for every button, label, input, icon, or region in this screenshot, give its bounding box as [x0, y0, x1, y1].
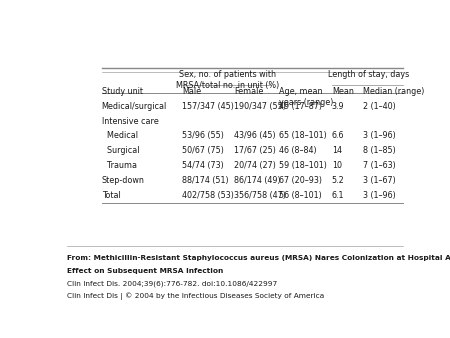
Text: Medical/surgical: Medical/surgical — [102, 102, 167, 111]
Text: From: Methicillin-Resistant Staphylococcus aureus (MRSA) Nares Colonization at H: From: Methicillin-Resistant Staphylococc… — [67, 255, 450, 261]
Text: 5.2: 5.2 — [332, 176, 345, 185]
Text: Female: Female — [234, 88, 264, 96]
Text: Clin Infect Dis | © 2004 by the Infectious Diseases Society of America: Clin Infect Dis | © 2004 by the Infectio… — [67, 293, 324, 300]
Text: Median (range): Median (range) — [363, 88, 424, 96]
Text: Study unit: Study unit — [102, 88, 143, 96]
Text: Age, mean
years (range): Age, mean years (range) — [279, 88, 334, 107]
Text: 53/96 (55): 53/96 (55) — [182, 131, 224, 140]
Text: 17/67 (25): 17/67 (25) — [234, 146, 276, 155]
Text: 3 (1–67): 3 (1–67) — [363, 176, 396, 185]
Text: 86/174 (49): 86/174 (49) — [234, 176, 281, 185]
Text: Effect on Subsequent MRSA Infection: Effect on Subsequent MRSA Infection — [67, 268, 223, 274]
Text: 157/347 (45): 157/347 (45) — [182, 102, 234, 111]
Text: 65 (18–101): 65 (18–101) — [279, 131, 327, 140]
Text: 8 (1–85): 8 (1–85) — [363, 146, 396, 155]
Text: Male: Male — [182, 88, 201, 96]
Text: 49 (17–87): 49 (17–87) — [279, 102, 323, 111]
Text: 6.6: 6.6 — [332, 131, 344, 140]
Text: 59 (18–101): 59 (18–101) — [279, 161, 327, 170]
Text: 10: 10 — [332, 161, 342, 170]
Text: 56 (8–101): 56 (8–101) — [279, 191, 322, 200]
Text: 3 (1–96): 3 (1–96) — [363, 191, 396, 200]
Text: Clin Infect Dis. 2004;39(6):776-782. doi:10.1086/422997: Clin Infect Dis. 2004;39(6):776-782. doi… — [67, 280, 277, 287]
Text: Length of stay, days: Length of stay, days — [328, 71, 409, 79]
Text: 43/96 (45): 43/96 (45) — [234, 131, 276, 140]
Text: 7 (1–63): 7 (1–63) — [363, 161, 396, 170]
Text: 54/74 (73): 54/74 (73) — [182, 161, 224, 170]
Text: 190/347 (55): 190/347 (55) — [234, 102, 286, 111]
Text: 88/174 (51): 88/174 (51) — [182, 176, 229, 185]
Text: 67 (20–93): 67 (20–93) — [279, 176, 323, 185]
Text: 50/67 (75): 50/67 (75) — [182, 146, 224, 155]
Text: 3.9: 3.9 — [332, 102, 344, 111]
Text: 46 (8–84): 46 (8–84) — [279, 146, 317, 155]
Text: 14: 14 — [332, 146, 342, 155]
Text: Total: Total — [102, 191, 120, 200]
Text: 2 (1–40): 2 (1–40) — [363, 102, 396, 111]
Text: Intensive care: Intensive care — [102, 117, 158, 125]
Text: 356/758 (47): 356/758 (47) — [234, 191, 286, 200]
Text: Mean: Mean — [332, 88, 354, 96]
Text: Step-down: Step-down — [102, 176, 144, 185]
Text: 20/74 (27): 20/74 (27) — [234, 161, 276, 170]
Text: 402/758 (53): 402/758 (53) — [182, 191, 234, 200]
Text: 3 (1–96): 3 (1–96) — [363, 131, 396, 140]
Text: Trauma: Trauma — [102, 161, 137, 170]
Text: Sex, no. of patients with
MRSA/total no. in unit (%): Sex, no. of patients with MRSA/total no.… — [176, 71, 279, 90]
Text: Surgical: Surgical — [102, 146, 139, 155]
Text: Medical: Medical — [102, 131, 138, 140]
Text: 6.1: 6.1 — [332, 191, 344, 200]
